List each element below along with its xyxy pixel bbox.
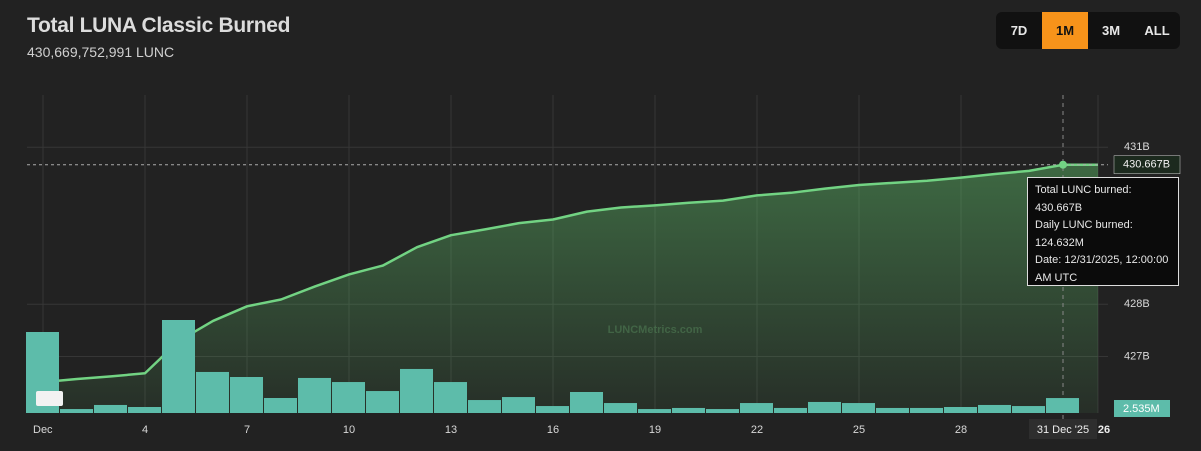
range-button[interactable]: 1M <box>1042 12 1088 49</box>
bar <box>94 404 127 413</box>
bar <box>400 368 433 413</box>
y2-scale-label: 2.535M <box>1123 403 1160 415</box>
bar <box>978 404 1011 413</box>
bar <box>162 320 195 413</box>
subtitle: 430,669,752,991 LUNC <box>27 44 175 60</box>
bar <box>1046 398 1079 413</box>
bar <box>298 377 331 413</box>
bar <box>264 398 297 413</box>
x-tick-label: Dec <box>33 424 53 436</box>
tooltip-line: AM UTC <box>1035 271 1078 284</box>
bar <box>808 401 841 413</box>
range-selector: 7D 1M 3M ALL <box>996 12 1180 49</box>
tooltip-line: 124.632M <box>1035 236 1084 249</box>
x-tick-label: 28 <box>955 424 967 436</box>
y-tick-label: 428B <box>1124 298 1150 310</box>
bar <box>60 409 93 413</box>
tooltip-line: Total LUNC burned: <box>1035 184 1132 196</box>
line <box>42 163 1064 384</box>
x-tick-label: 22 <box>751 424 763 436</box>
x-tick-label: 7 <box>244 424 250 436</box>
y-tick-label: 427B <box>1124 350 1150 362</box>
tooltip-line: 430.667B <box>1035 201 1083 214</box>
bar <box>332 382 365 413</box>
x-tick-label: 16 <box>547 424 559 436</box>
x-tick-label: 10 <box>343 424 355 436</box>
tooltip-line: Daily LUNC burned: <box>1035 219 1133 231</box>
x-tick-label: 4 <box>142 424 148 436</box>
point <box>1059 160 1067 169</box>
bar <box>230 377 263 413</box>
crosshair-label: 31 Dec '25 <box>1037 424 1089 436</box>
bar <box>366 391 399 413</box>
bar <box>604 403 637 413</box>
y2-label-bg <box>1114 400 1170 417</box>
logo <box>36 391 63 406</box>
y-tick-label: 431B <box>1124 141 1150 153</box>
bar <box>774 407 807 413</box>
bar <box>128 407 161 413</box>
bar <box>706 409 739 413</box>
bar <box>842 403 875 413</box>
x-tick-label: 25 <box>853 424 865 436</box>
x-tick-label: 13 <box>445 424 457 436</box>
area-fill <box>27 164 1098 413</box>
bar <box>876 407 909 413</box>
range-button[interactable]: 7D <box>1010 23 1028 38</box>
range-button[interactable]: 3M <box>1101 23 1121 38</box>
range-button[interactable]: ALL <box>1144 23 1170 38</box>
bar <box>536 406 569 413</box>
bar <box>910 407 943 413</box>
bar <box>944 407 977 413</box>
x-tick-label: 26 <box>1098 424 1110 436</box>
bar <box>1012 406 1045 413</box>
bar <box>196 371 229 413</box>
crosshair-label-bg <box>1029 419 1097 439</box>
title: Total LUNA Classic Burned <box>27 14 291 37</box>
bar <box>502 397 535 413</box>
tooltip-line: Date: 12/31/2025, 12:00:00 <box>1035 254 1169 266</box>
value-label: 430.667B <box>1123 159 1170 171</box>
bar <box>672 407 705 413</box>
bar <box>434 382 467 413</box>
x-tick-label: 19 <box>649 424 661 436</box>
bar <box>468 400 501 413</box>
bar <box>638 409 671 413</box>
tooltip: Total LUNC burned: 430.667B Daily LUNC bur… <box>1027 177 1179 286</box>
value-label-bg <box>1113 155 1181 174</box>
bar <box>740 403 773 413</box>
bar <box>570 392 603 413</box>
